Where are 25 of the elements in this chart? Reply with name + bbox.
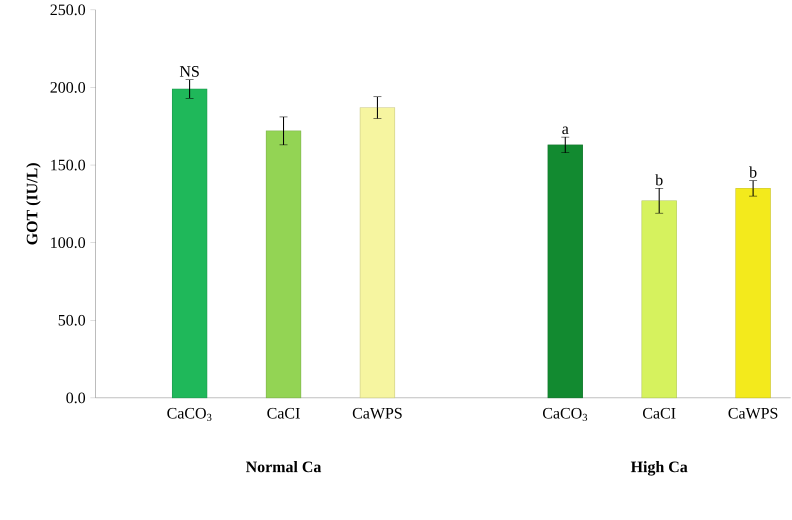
data-label: b bbox=[749, 166, 756, 178]
y-tick-label: 50.0 bbox=[58, 314, 86, 326]
y-tick-label: 150.0 bbox=[51, 160, 86, 170]
x-tick-label: CaWPS bbox=[728, 408, 778, 419]
y-tick-label: 200.0 bbox=[50, 82, 86, 93]
data-label: NS bbox=[180, 66, 199, 77]
x-tick-label: CaCI bbox=[267, 408, 300, 419]
y-axis-title: GOT (IU/L) bbox=[26, 163, 41, 244]
y-tick-label: 0.0 bbox=[66, 392, 86, 404]
bar bbox=[548, 144, 583, 398]
bar bbox=[172, 88, 208, 398]
data-label: b bbox=[655, 174, 663, 186]
bar bbox=[735, 188, 771, 398]
data-label: a bbox=[562, 126, 569, 134]
x-tick-label: CaCO$_{3}$ bbox=[167, 408, 212, 421]
text: Normal Ca bbox=[246, 460, 322, 472]
bar bbox=[360, 107, 396, 398]
x-tick-label: CaCO$_{3}$ bbox=[542, 408, 588, 421]
y-tick-label: 250.0 bbox=[50, 4, 86, 16]
bar bbox=[642, 200, 677, 398]
bar bbox=[266, 130, 302, 398]
text: High Ca bbox=[630, 460, 688, 476]
y-tick-label: 100.0 bbox=[51, 237, 86, 248]
x-tick-label: CaCI bbox=[643, 408, 676, 419]
x-tick-label: CaWPS bbox=[352, 408, 402, 419]
